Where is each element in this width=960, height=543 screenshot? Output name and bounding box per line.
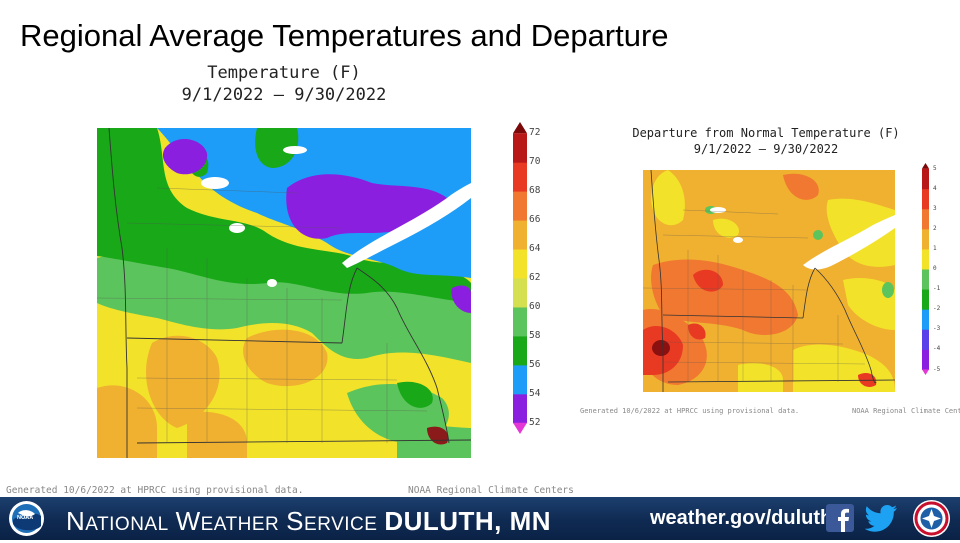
temperature-legend-swatch [513, 249, 527, 279]
departure-legend-label: 4 [933, 184, 937, 192]
temperature-legend-label: 66 [529, 213, 541, 225]
temperature-legend: 52 54 56 58 60 62 64 66 68 70 72 [508, 122, 558, 434]
temperature-legend-labels: 52 54 56 58 60 62 64 66 68 70 72 [529, 122, 559, 434]
departure-legend-label: 2 [933, 224, 937, 232]
departure-legend-labels: -5 -4 -3 -2 -1 0 1 2 3 4 5 [933, 163, 959, 375]
departure-legend-swatch [922, 188, 929, 210]
slide-title: Regional Average Temperatures and Depart… [20, 18, 669, 53]
departure-map-title: Departure from Normal Temperature (F) [632, 126, 900, 140]
nws-letter-n: N [66, 506, 86, 536]
nws-word-ervice: ERVICE [304, 514, 378, 535]
departure-legend-label: 0 [933, 265, 937, 273]
departure-credit-noaa: NOAA Regional Climate Centers [852, 407, 960, 415]
departure-legend-label: -3 [933, 325, 941, 333]
temperature-legend-swatch [513, 278, 527, 308]
departure-legend-bottom-arrow [922, 369, 929, 375]
temperature-legend-label: 72 [529, 127, 541, 139]
departure-legend-label: -5 [933, 365, 941, 373]
temperature-legend-bottom-arrow [513, 422, 527, 434]
nws-logo-icon [912, 499, 951, 538]
temperature-legend-label: 54 [529, 387, 541, 399]
temperature-legend-swatch [513, 393, 527, 424]
temperature-map [97, 128, 471, 458]
temperature-legend-swatch [513, 306, 527, 337]
departure-legend-label: -1 [933, 285, 941, 293]
nws-word-ational: ATIONAL [85, 514, 169, 535]
temperature-legend-label: 52 [529, 416, 541, 428]
footer-bar: NOAA NATIONAL WEATHER SERVICE DULUTH, MN… [0, 497, 960, 540]
temperature-legend-swatch [513, 191, 527, 221]
departure-legend-swatch [922, 269, 929, 290]
departure-legend-label: -2 [933, 305, 941, 313]
departure-legend-swatch [922, 208, 929, 230]
nws-office-title: NATIONAL WEATHER SERVICE DULUTH, MN [66, 506, 551, 537]
facebook-icon[interactable] [826, 504, 854, 532]
departure-legend-swatch [922, 228, 929, 250]
temperature-map-image [97, 128, 471, 458]
temperature-legend-label: 68 [529, 184, 541, 196]
departure-map [643, 170, 895, 392]
temperature-credit-noaa: NOAA Regional Climate Centers [408, 485, 574, 496]
departure-map-dates: 9/1/2022 – 9/30/2022 [693, 142, 839, 156]
office-name: DULUTH, MN [384, 506, 552, 536]
nws-word-eather: EATHER [200, 514, 280, 535]
departure-legend-bar [922, 163, 929, 375]
temperature-legend-label: 58 [529, 329, 541, 341]
departure-legend: -5 -4 -3 -2 -1 0 1 2 3 4 5 [918, 163, 960, 375]
temperature-legend-swatch [513, 133, 527, 163]
temperature-legend-swatch [513, 364, 527, 395]
departure-map-image [643, 170, 895, 392]
nws-letter-w: W [175, 506, 201, 536]
departure-map-header: Departure from Normal Temperature (F) 9/… [630, 125, 902, 157]
temperature-legend-label: 70 [529, 155, 541, 167]
departure-legend-swatch [922, 289, 929, 310]
departure-legend-swatch [922, 329, 929, 350]
departure-legend-label: 3 [933, 204, 937, 212]
temperature-legend-top-arrow [513, 122, 527, 134]
twitter-icon[interactable] [864, 503, 898, 533]
departure-legend-label: 5 [933, 164, 937, 172]
temperature-credit-hprcc: Generated 10/6/2022 at HPRCC using provi… [6, 485, 304, 496]
temperature-legend-label: 62 [529, 271, 541, 283]
temperature-legend-swatch [513, 162, 527, 192]
website-link[interactable]: weather.gov/duluth [650, 507, 833, 529]
temperature-map-header: Temperature (F) 9/1/2022 – 9/30/2022 [150, 62, 418, 106]
temperature-legend-label: 56 [529, 358, 541, 370]
departure-credit-hprcc: Generated 10/6/2022 at HPRCC using provi… [580, 407, 800, 415]
temperature-map-dates: 9/1/2022 – 9/30/2022 [181, 85, 387, 105]
nws-letter-s: S [286, 506, 305, 536]
departure-legend-swatch [922, 349, 929, 370]
departure-legend-label: -4 [933, 345, 941, 353]
noaa-logo-icon: NOAA [8, 500, 45, 537]
temperature-legend-bar [513, 122, 527, 434]
temperature-legend-label: 60 [529, 300, 541, 312]
departure-legend-label: 1 [933, 245, 937, 253]
departure-legend-swatch [922, 309, 929, 330]
temperature-map-title: Temperature (F) [207, 63, 361, 83]
temperature-legend-swatch [513, 220, 527, 250]
temperature-legend-label: 64 [529, 242, 541, 254]
temperature-legend-swatch [513, 335, 527, 366]
departure-legend-top-arrow [922, 163, 929, 169]
departure-legend-swatch [922, 168, 929, 190]
departure-legend-swatch [922, 248, 929, 270]
noaa-logo-text: NOAA [17, 515, 34, 521]
